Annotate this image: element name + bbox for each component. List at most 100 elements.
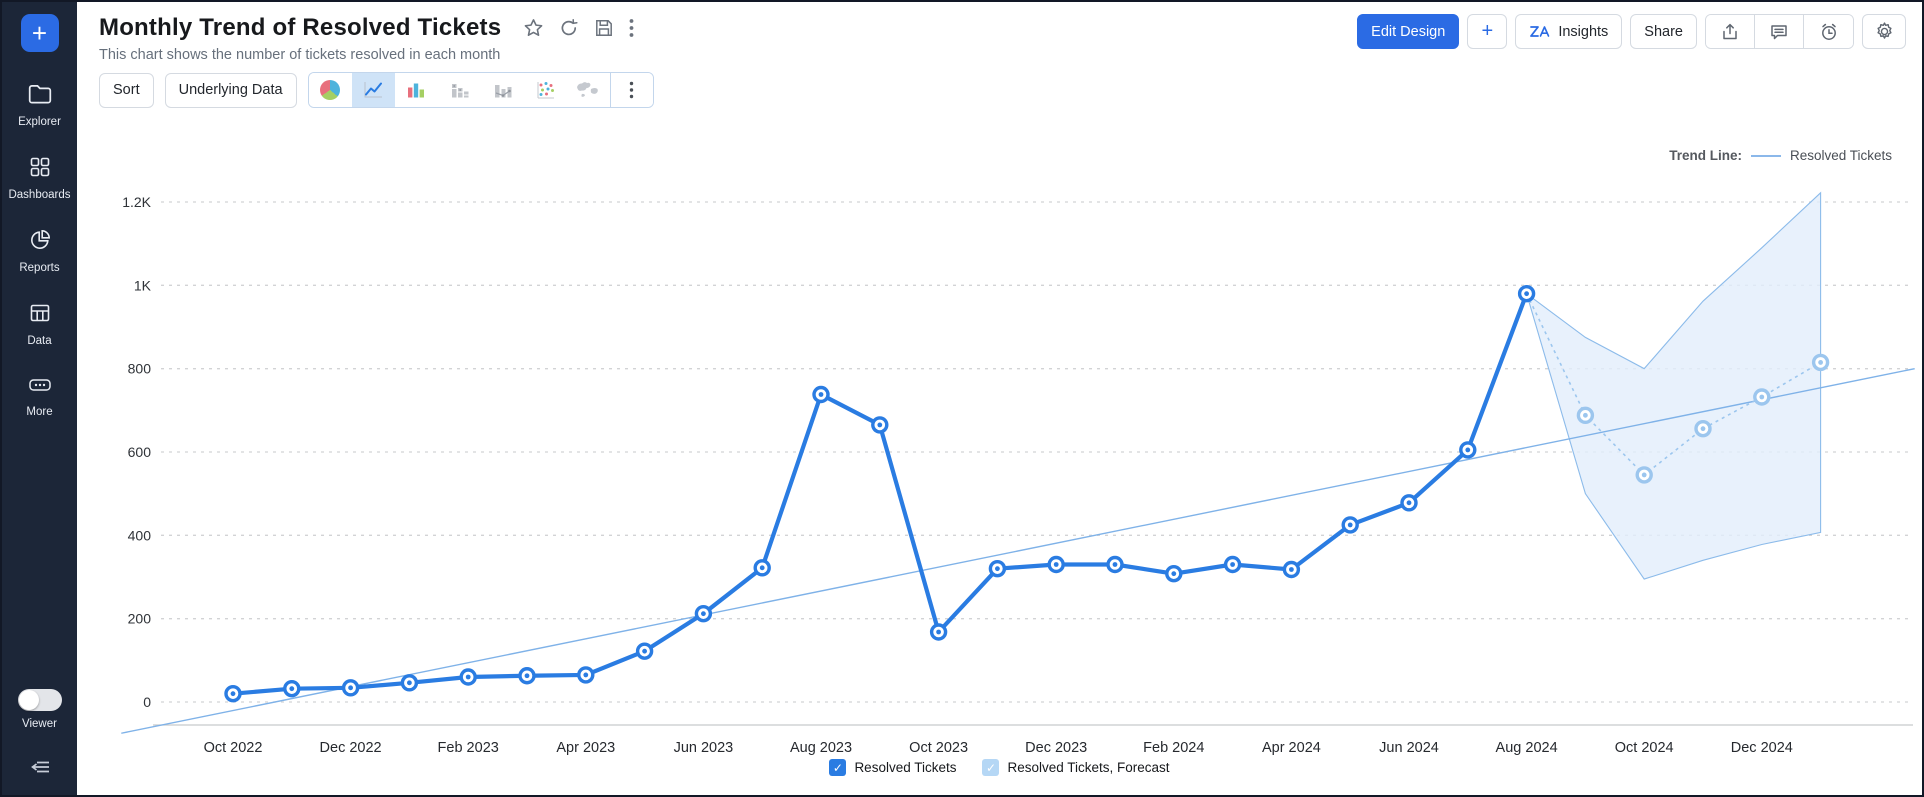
combo-chart-icon[interactable] — [480, 73, 524, 107]
legend-item-resolved-tickets-forecast[interactable]: ✓ Resolved Tickets, Forecast — [982, 759, 1170, 776]
data-point-center — [1465, 447, 1471, 453]
data-point-center — [1230, 562, 1235, 567]
favorite-star-icon[interactable] — [523, 18, 544, 39]
data-point-center — [289, 686, 295, 692]
forecast-point-center — [1700, 426, 1706, 432]
add-button[interactable]: + — [1467, 14, 1508, 49]
chart-legend: ✓ Resolved Tickets ✓ Resolved Tickets, F… — [77, 759, 1922, 776]
line-chart-icon[interactable] — [351, 73, 395, 107]
report-header: Monthly Trend of Resolved Tickets — [99, 14, 1906, 63]
page-title: Monthly Trend of Resolved Tickets — [99, 14, 502, 41]
edit-design-button[interactable]: Edit Design — [1357, 14, 1460, 49]
axis-label: 600 — [128, 444, 152, 460]
insights-label: Insights — [1558, 23, 1609, 40]
data-point-center — [1406, 500, 1412, 506]
axis-label: 200 — [128, 611, 152, 627]
alerts-icon[interactable] — [1804, 15, 1853, 48]
axis-label: Dec 2023 — [1025, 740, 1087, 756]
resolved-tickets-line — [230, 291, 1529, 696]
kebab-menu-icon[interactable] — [629, 18, 634, 38]
chart-svg: 0 200 400 600 800 1K 1.2K Oct 2022 Dec 2022 Feb 2… — [121, 191, 1915, 756]
axis-label: Jun 2024 — [1379, 740, 1439, 756]
settings-icon[interactable] — [1862, 14, 1906, 49]
data-point-center — [465, 674, 471, 680]
sidebar-item-label: Data — [27, 335, 52, 347]
legend-checkbox[interactable]: ✓ — [829, 759, 847, 776]
axis-label: Aug 2024 — [1496, 740, 1558, 756]
zia-icon — [1530, 26, 1550, 37]
legend-item-resolved-tickets[interactable]: ✓ Resolved Tickets — [829, 759, 956, 776]
trend-line-series-label: Resolved Tickets — [1789, 148, 1892, 163]
comment-icon[interactable] — [1755, 15, 1804, 48]
forecast-line — [1525, 293, 1822, 476]
axis-label: Oct 2022 — [204, 740, 263, 756]
trend-line-legend: Trend Line: Resolved Tickets — [1669, 148, 1892, 163]
dashboards-grid-icon — [28, 155, 52, 184]
sidebar-item-label: Reports — [19, 262, 60, 274]
forecast-band — [1525, 191, 1822, 580]
pie-chart-icon[interactable] — [308, 73, 352, 107]
data-point-center — [1524, 291, 1529, 297]
legend-checkbox[interactable]: ✓ — [982, 759, 1000, 776]
forecast-point-center — [1641, 472, 1647, 478]
axis-label: Feb 2023 — [438, 740, 499, 756]
axis-label: 800 — [128, 361, 152, 377]
save-icon[interactable] — [594, 18, 614, 38]
data-point-center — [936, 629, 941, 635]
sidebar-item-label: More — [26, 406, 53, 418]
header-actions: Edit Design + Insights Share — [1357, 14, 1906, 49]
chart-toolbar: Sort Underlying Data — [99, 72, 654, 108]
viewer-toggle[interactable] — [17, 689, 62, 711]
axis-label: Aug 2023 — [790, 740, 852, 756]
more-chart-options-icon[interactable] — [609, 73, 653, 107]
sidebar-item-explorer[interactable]: Explorer — [2, 82, 77, 128]
underlying-data-button[interactable]: Underlying Data — [164, 72, 297, 108]
sidebar-item-data[interactable]: Data — [2, 301, 77, 347]
legend-label: Resolved Tickets, Forecast — [1007, 760, 1170, 775]
data-point-center — [407, 680, 412, 686]
scatter-chart-icon[interactable] — [523, 73, 567, 107]
folder-icon — [27, 82, 53, 111]
trend-line — [121, 367, 1915, 734]
main-panel: Monthly Trend of Resolved Tickets — [77, 2, 1922, 795]
bar-chart-icon[interactable] — [394, 73, 438, 107]
share-button[interactable]: Share — [1630, 14, 1697, 49]
sidebar-item-label: Dashboards — [8, 189, 71, 201]
collapse-sidebar-button[interactable] — [27, 756, 53, 781]
forecast-point-center — [1583, 412, 1588, 418]
sidebar-nav: Explorer Dashboards Repo — [2, 82, 77, 418]
viewer-toggle-wrap: Viewer — [17, 689, 62, 730]
data-point-center — [1171, 571, 1177, 577]
data-point-center — [818, 392, 824, 397]
page-subtitle: This chart shows the number of tickets r… — [99, 47, 501, 63]
data-point-center — [583, 672, 589, 678]
export-icon[interactable] — [1706, 15, 1755, 48]
axis-label: Dec 2024 — [1731, 740, 1793, 756]
collapse-arrow-icon — [30, 761, 49, 773]
axis-label: Apr 2023 — [556, 740, 615, 756]
data-point-center — [995, 566, 1000, 572]
forecast-point-center — [1818, 360, 1823, 365]
sidebar: + Explorer Dashboards — [2, 2, 77, 795]
map-chart-icon[interactable] — [566, 73, 610, 107]
data-point-center — [1289, 567, 1294, 572]
sidebar-item-more[interactable]: More — [2, 374, 77, 418]
sort-button[interactable]: Sort — [99, 72, 154, 108]
legend-label: Resolved Tickets — [854, 760, 957, 775]
sidebar-item-dashboards[interactable]: Dashboards — [2, 155, 77, 201]
axis-label: 1.2K — [122, 194, 151, 210]
sidebar-item-label: Explorer — [18, 116, 61, 128]
axis-label: 0 — [143, 694, 151, 710]
viewer-label: Viewer — [22, 718, 57, 730]
ellipsis-icon — [27, 374, 53, 401]
axis-label: Dec 2022 — [320, 740, 382, 756]
data-point-center — [230, 691, 236, 697]
data-point-center — [1347, 522, 1353, 528]
insights-button[interactable]: Insights — [1515, 14, 1623, 49]
refresh-icon[interactable] — [559, 18, 579, 38]
sidebar-item-reports[interactable]: Reports — [2, 228, 77, 274]
create-button[interactable]: + — [20, 14, 59, 52]
stacked-bar-chart-icon[interactable] — [437, 73, 481, 107]
axis-label: Oct 2024 — [1615, 740, 1674, 756]
axis-label: Oct 2023 — [909, 740, 968, 756]
